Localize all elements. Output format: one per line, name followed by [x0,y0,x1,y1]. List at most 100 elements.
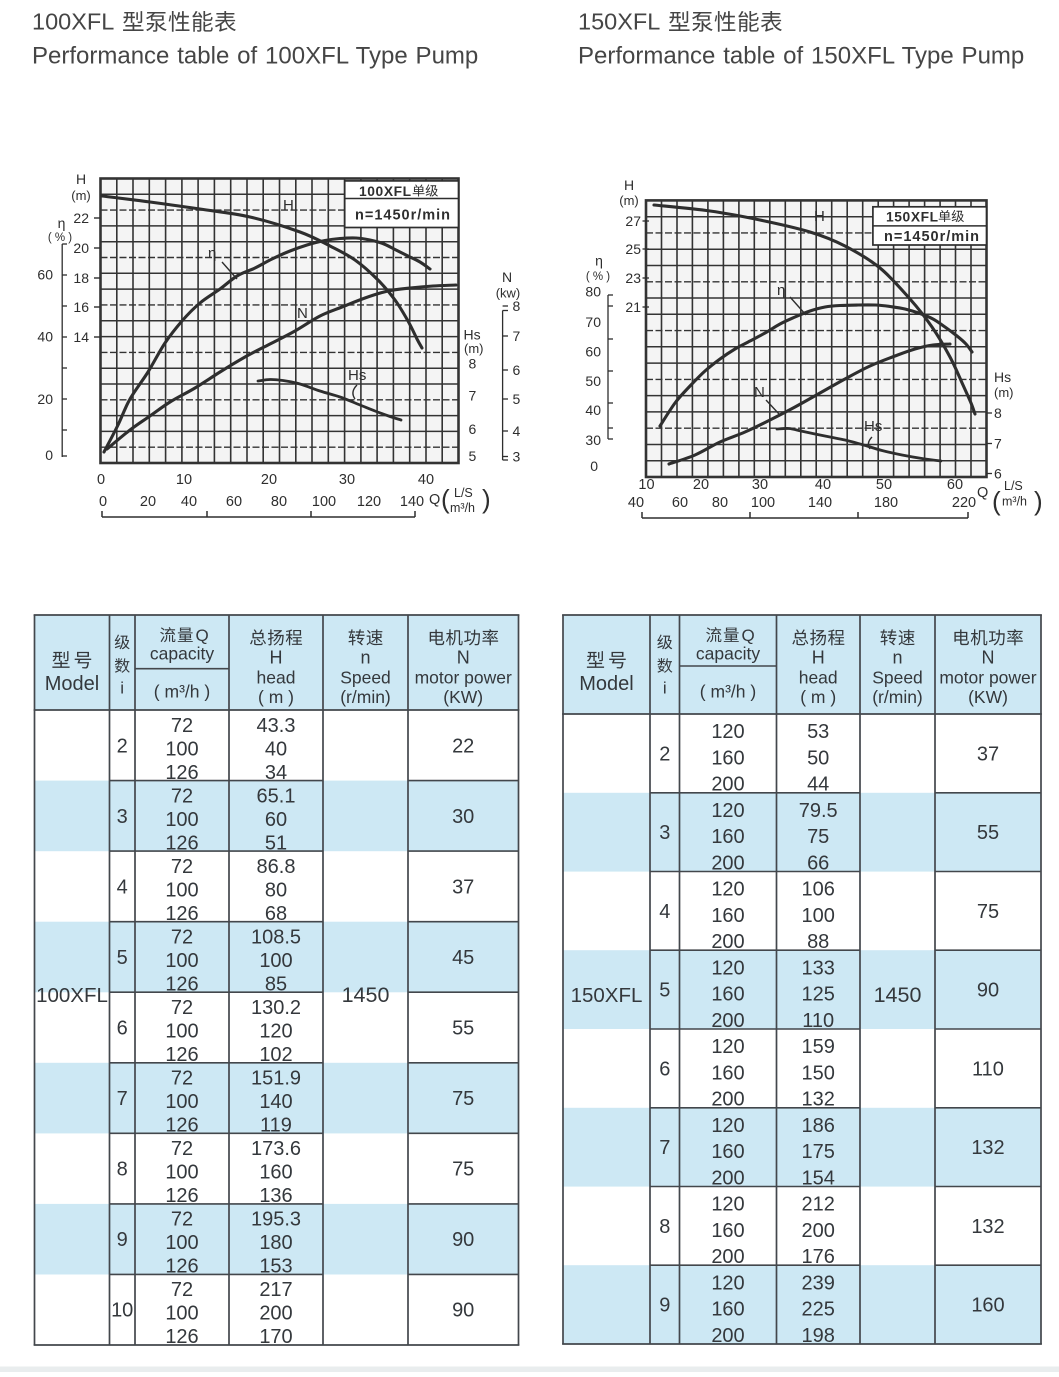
svg-text:27: 27 [625,213,641,229]
svg-text:55: 55 [452,1018,474,1040]
svg-text:120: 120 [357,494,381,510]
svg-text:86.8: 86.8 [257,856,296,878]
svg-text:Q: Q [429,492,440,508]
svg-text:120: 120 [711,721,744,743]
svg-text:9: 9 [659,1295,670,1317]
svg-text:43.3: 43.3 [257,715,296,737]
svg-text:159: 159 [802,1036,835,1058]
svg-text:14: 14 [73,329,89,345]
svg-text:10: 10 [638,477,654,493]
svg-text:0: 0 [99,494,107,510]
svg-text:η: η [595,253,603,269]
svg-text:160: 160 [711,1062,744,1084]
svg-text:160: 160 [711,826,744,848]
svg-text:80: 80 [265,879,287,901]
svg-text:( m³/h ): ( m³/h ) [700,682,756,702]
svg-text:120: 120 [711,800,744,822]
svg-text:( % ): ( % ) [48,232,72,244]
svg-text:72: 72 [171,926,193,948]
svg-text:140: 140 [808,495,832,511]
svg-text:120: 120 [711,1272,744,1294]
svg-text:70: 70 [585,314,601,330]
svg-text:173.6: 173.6 [251,1138,301,1160]
svg-text:(m): (m) [464,341,484,356]
svg-text:150: 150 [802,1062,835,1084]
svg-text:72: 72 [171,997,193,1019]
svg-text:16: 16 [73,299,89,315]
svg-text:126: 126 [165,762,198,784]
svg-text:head: head [257,668,296,688]
svg-text:4: 4 [513,423,521,439]
svg-text:102: 102 [259,1044,292,1066]
svg-text:160: 160 [711,1220,744,1242]
svg-text:198: 198 [802,1325,835,1347]
svg-text:(r/min): (r/min) [872,687,923,707]
svg-text:150XFL: 150XFL [578,9,660,35]
svg-text:60: 60 [947,477,963,493]
svg-text:7: 7 [513,328,521,344]
svg-text:126: 126 [165,903,198,925]
svg-text:90: 90 [452,1300,474,1322]
svg-text:126: 126 [165,1185,198,1207]
svg-text:50: 50 [807,747,829,769]
svg-text:180: 180 [874,495,898,511]
svg-text:Q: Q [742,626,755,645]
svg-text:1450: 1450 [342,983,390,1007]
svg-text:Hs: Hs [348,367,366,384]
svg-text:Model: Model [45,673,99,695]
svg-text:50: 50 [585,373,601,389]
svg-text:22: 22 [452,735,474,757]
svg-text:75: 75 [452,1088,474,1110]
svg-text:5: 5 [117,947,128,969]
svg-text:37: 37 [977,743,999,765]
svg-text:200: 200 [802,1220,835,1242]
svg-text:72: 72 [171,856,193,878]
svg-text:100: 100 [165,1162,198,1184]
svg-text:21: 21 [625,299,641,315]
svg-text:2: 2 [659,743,670,765]
svg-text:72: 72 [171,715,193,737]
svg-text:8: 8 [659,1216,670,1238]
svg-text:60: 60 [37,267,53,283]
svg-text:6: 6 [469,421,477,437]
svg-text:151.9: 151.9 [251,1068,301,1090]
svg-text:79.5: 79.5 [799,800,838,822]
svg-text:100XFL: 100XFL [36,984,108,1007]
svg-text:N: N [502,269,512,285]
svg-text:1450: 1450 [874,983,922,1007]
svg-text:120: 120 [711,1036,744,1058]
svg-text:119: 119 [260,1115,292,1137]
svg-text:200: 200 [711,931,744,953]
svg-text:30: 30 [339,472,355,488]
svg-text:Speed: Speed [872,668,923,688]
svg-text:3: 3 [659,822,670,844]
svg-text:51: 51 [265,832,287,854]
svg-text:20: 20 [693,477,709,493]
svg-text:133: 133 [802,957,835,979]
svg-text:150XFL: 150XFL [886,210,939,225]
svg-text:195.3: 195.3 [251,1209,301,1231]
svg-text:140: 140 [259,1091,292,1113]
svg-text:Model: Model [579,673,633,695]
svg-text:225: 225 [802,1299,835,1321]
svg-text:200: 200 [711,774,744,796]
svg-text:186: 186 [802,1115,835,1137]
svg-text:200: 200 [711,1325,744,1347]
svg-text:75: 75 [977,901,999,923]
svg-text:): ) [1034,486,1043,516]
svg-text:18: 18 [73,270,89,286]
svg-text:8: 8 [117,1159,128,1181]
svg-text:(: ( [441,484,450,514]
svg-text:8: 8 [994,405,1002,421]
svg-text:7: 7 [659,1137,670,1159]
svg-text:0: 0 [45,447,53,463]
svg-text:72: 72 [171,1209,193,1231]
svg-text:Hs: Hs [464,327,481,343]
svg-text:20: 20 [140,494,156,510]
svg-text:176: 176 [802,1246,835,1268]
svg-text:n: n [892,648,902,668]
svg-text:126: 126 [165,1115,198,1137]
svg-text:Hs: Hs [994,369,1011,385]
svg-text:η: η [777,282,785,299]
svg-text:3: 3 [513,449,521,465]
